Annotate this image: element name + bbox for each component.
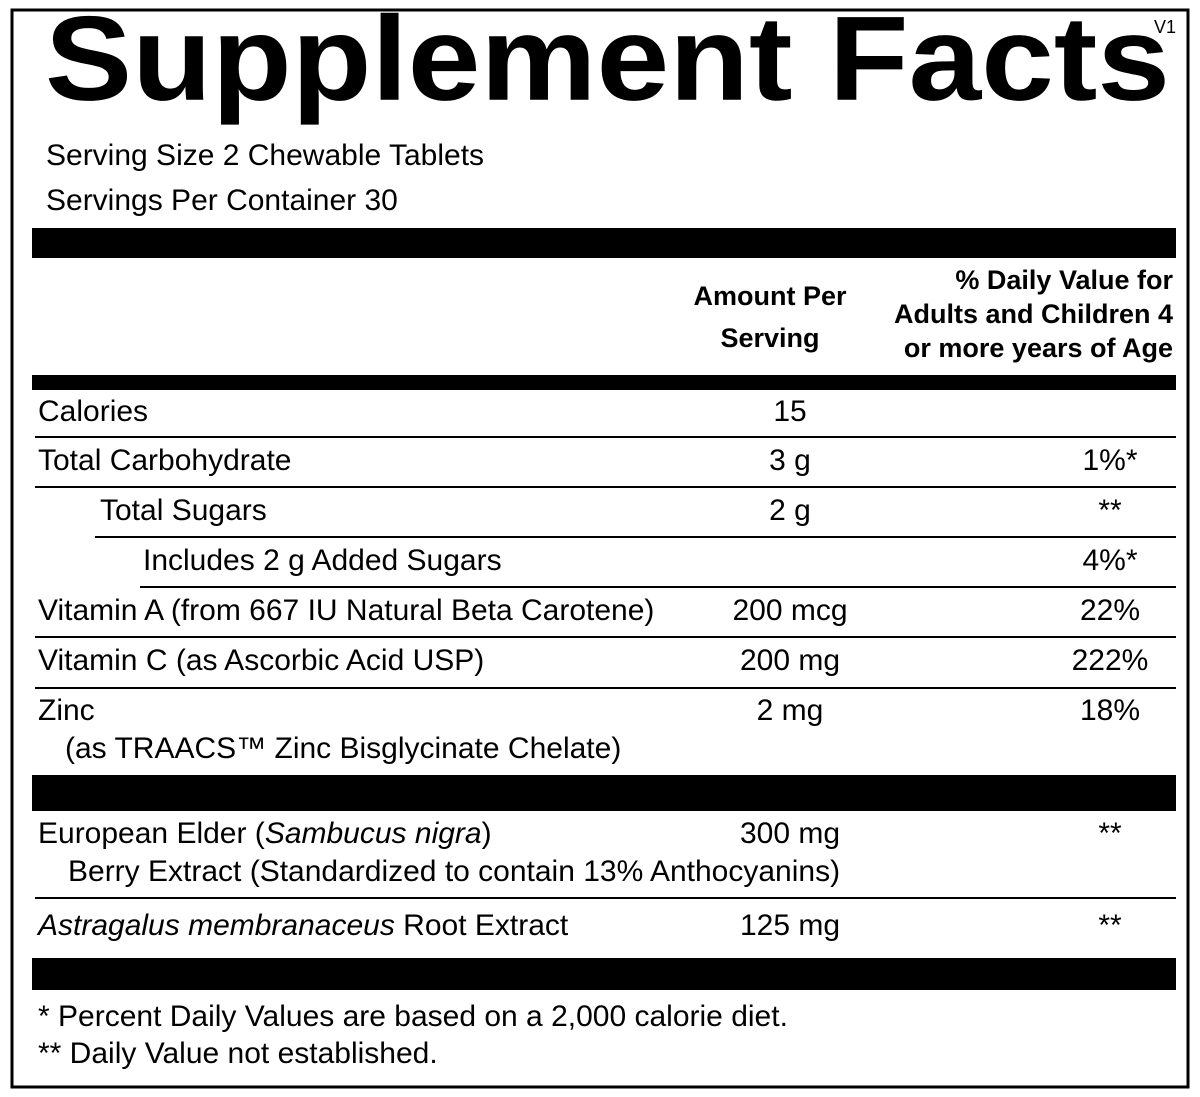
nutrient-name: Astragalus membranaceus Root Extract <box>36 909 569 942</box>
label-border <box>10 8 1190 1089</box>
amount-header: Serving <box>720 323 819 353</box>
daily-value-header: or more years of Age <box>904 333 1173 363</box>
servings-per-container: Servings Per Container 30 <box>46 184 398 217</box>
name-segment: Calories <box>38 395 148 428</box>
name-segment: (as TRAACS™ Zinc Bisglycinate Chelate) <box>65 732 621 765</box>
name-segment: Astragalus membranaceus <box>36 909 395 942</box>
nutrient-name: Total Sugars <box>100 494 267 527</box>
nutrient-name: Total Carbohydrate <box>38 444 291 477</box>
thick-bar <box>32 958 1176 990</box>
amount: 2 mg <box>757 694 824 727</box>
name-segment: Zinc <box>38 694 95 727</box>
nutrient-name: European Elder (Sambucus nigra) <box>38 817 492 850</box>
name-segment: Total Carbohydrate <box>38 444 291 477</box>
nutrient-name: Vitamin C (as Ascorbic Acid USP) <box>38 644 484 677</box>
nutrient-name: Includes 2 g Added Sugars <box>143 544 502 577</box>
daily-value: 222% <box>1072 644 1149 677</box>
name-segment: Sambucus nigra <box>265 817 482 850</box>
nutrient-name: Berry Extract (Standardized to contain 1… <box>68 855 840 888</box>
daily-value-header: % Daily Value for <box>955 265 1173 295</box>
name-segment: Total Sugars <box>100 494 267 527</box>
daily-value: 1%* <box>1082 444 1137 477</box>
daily-value: ** <box>1098 909 1122 942</box>
daily-value: 4%* <box>1082 544 1137 577</box>
name-segment: European Elder ( <box>38 817 265 850</box>
name-segment: Includes 2 g Added Sugars <box>143 544 502 577</box>
version: V1 <box>1154 17 1176 37</box>
footnote: * Percent Daily Values are based on a 2,… <box>38 1000 788 1033</box>
daily-value: ** <box>1098 494 1122 527</box>
thick-bar <box>32 775 1176 811</box>
name-segment: Berry Extract (Standardized to contain 1… <box>68 855 840 888</box>
name-segment: Vitamin A (from 667 IU Natural Beta Caro… <box>38 594 654 627</box>
name-segment: ) <box>482 817 492 850</box>
amount: 200 mcg <box>732 594 847 627</box>
amount: 3 g <box>769 444 811 477</box>
thick-bar <box>32 228 1176 258</box>
title: Supplement Facts <box>45 0 1170 126</box>
nutrient-name: Calories <box>38 395 148 428</box>
serving-size: Serving Size 2 Chewable Tablets <box>46 139 484 172</box>
daily-value: 18% <box>1080 694 1140 727</box>
amount: 200 mg <box>740 644 840 677</box>
daily-value: ** <box>1098 817 1122 850</box>
daily-value-header: Adults and Children 4 <box>894 299 1173 329</box>
nutrient-name: Zinc <box>38 694 95 727</box>
amount-header: Amount Per <box>693 281 847 311</box>
amount: 15 <box>773 395 806 428</box>
nutrient-name: (as TRAACS™ Zinc Bisglycinate Chelate) <box>65 732 621 765</box>
footnote: ** Daily Value not established. <box>38 1037 438 1070</box>
amount: 125 mg <box>740 909 840 942</box>
name-segment: Vitamin C (as Ascorbic Acid USP) <box>38 644 484 677</box>
amount: 2 g <box>769 494 811 527</box>
daily-value: 22% <box>1080 594 1140 627</box>
name-segment: Root Extract <box>395 909 569 942</box>
amount: 300 mg <box>740 817 840 850</box>
medium-bar <box>32 375 1176 390</box>
nutrient-name: Vitamin A (from 667 IU Natural Beta Caro… <box>38 594 654 627</box>
